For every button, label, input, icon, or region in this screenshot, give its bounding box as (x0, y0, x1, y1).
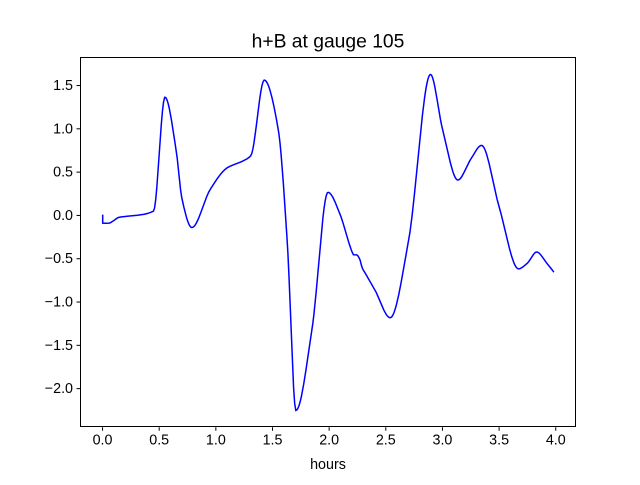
svg-text:−1.0: −1.0 (45, 295, 73, 311)
svg-text:1.5: 1.5 (263, 433, 283, 449)
svg-text:1.0: 1.0 (53, 121, 73, 137)
svg-text:0.0: 0.0 (93, 433, 113, 449)
svg-text:0.0: 0.0 (53, 208, 73, 224)
svg-text:−2.0: −2.0 (45, 381, 73, 397)
svg-text:1.0: 1.0 (206, 433, 226, 449)
svg-text:2.0: 2.0 (319, 433, 339, 449)
svg-text:hours: hours (310, 457, 346, 473)
svg-text:4.0: 4.0 (546, 433, 566, 449)
svg-text:0.5: 0.5 (149, 433, 169, 449)
svg-text:h+B at gauge 105: h+B at gauge 105 (252, 32, 405, 53)
svg-text:−0.5: −0.5 (45, 251, 73, 267)
svg-text:1.5: 1.5 (53, 78, 73, 94)
svg-text:0.5: 0.5 (53, 165, 73, 181)
svg-text:−1.5: −1.5 (45, 338, 73, 354)
svg-text:3.5: 3.5 (489, 433, 509, 449)
svg-text:2.5: 2.5 (376, 433, 396, 449)
svg-text:3.0: 3.0 (433, 433, 453, 449)
